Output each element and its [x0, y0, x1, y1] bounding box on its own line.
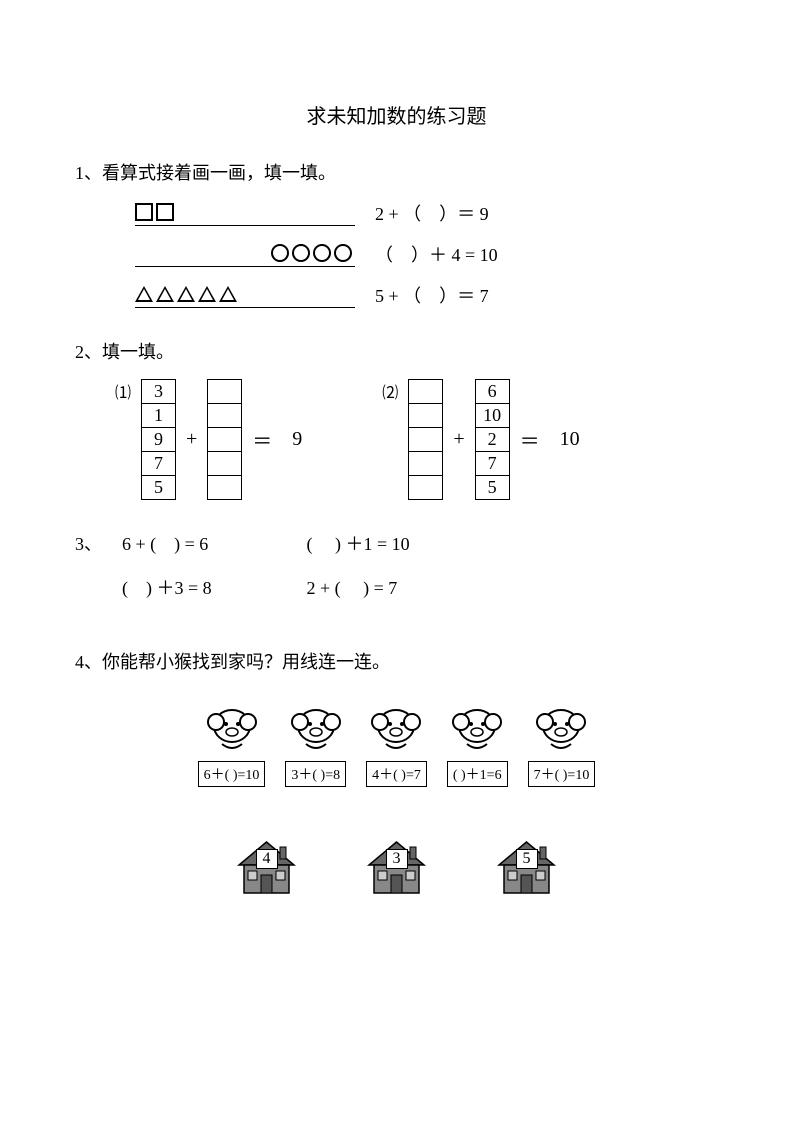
circle-icon	[334, 244, 352, 262]
col2-right: 6 10 2 7 5	[475, 379, 510, 500]
triangle-icon	[156, 286, 174, 302]
monkey-icon	[447, 704, 507, 754]
part-label-2: ⑵	[382, 379, 398, 403]
square-icon	[135, 203, 153, 221]
q3-container: 6 + ( ) = 6 ( ) ＋1 = 10 ( ) ＋3 = 8 2 + (…	[122, 530, 487, 618]
result-1: 9	[292, 428, 302, 451]
cell	[208, 428, 241, 452]
cell: 9	[142, 428, 175, 452]
plus-op: +	[453, 428, 464, 451]
cell: 10	[476, 404, 509, 428]
col2-left	[408, 379, 443, 500]
house-3: 5	[494, 837, 559, 902]
monkey-icon	[202, 704, 262, 754]
triangle-icon	[135, 286, 153, 302]
cell: 7	[476, 452, 509, 476]
q1-rows: 2 + （ ）＝ 9 （ ）＋ 4 = 10 5 + （ ）＝ 7	[135, 200, 718, 308]
cell: 5	[142, 476, 175, 499]
cell	[208, 452, 241, 476]
cell	[208, 404, 241, 428]
q3-eq: 2 + ( ) = 7	[307, 574, 487, 600]
cell	[409, 404, 442, 428]
house-number: 4	[256, 849, 278, 869]
eq1-1: 2 + （ ）＝ 9	[375, 200, 489, 226]
q1-row-3: 5 + （ ）＝ 7	[135, 282, 718, 308]
eq-op: ＝	[252, 425, 272, 454]
q3-eq: 6 + ( ) = 6	[122, 530, 302, 556]
triangle-icon	[219, 286, 237, 302]
monkey-icon	[366, 704, 426, 754]
worksheet-title: 求未知加数的练习题	[75, 100, 718, 129]
monkey-icon	[531, 704, 591, 754]
cell	[409, 428, 442, 452]
q1-label: 1、看算式接着画一画，填一填。	[75, 159, 718, 185]
triangle-icon	[198, 286, 216, 302]
q1-row-1: 2 + （ ）＝ 9	[135, 200, 718, 226]
cell	[409, 452, 442, 476]
q4-houses: 4 3 5	[75, 837, 718, 902]
square-icon	[156, 203, 174, 221]
monkey-3: 4＋( )=7	[366, 704, 427, 787]
circle-icon	[292, 244, 310, 262]
q3-row-2: ( ) ＋3 = 8 2 + ( ) = 7	[122, 574, 487, 600]
q3-row-1: 6 + ( ) = 6 ( ) ＋1 = 10	[122, 530, 487, 556]
cell	[409, 476, 442, 499]
cell: 7	[142, 452, 175, 476]
shape-area-1	[135, 201, 355, 226]
cell: 2	[476, 428, 509, 452]
monkey-5: 7＋( )=10	[528, 704, 596, 787]
triangle-icon	[177, 286, 195, 302]
cell: 3	[142, 380, 175, 404]
cell	[409, 380, 442, 404]
col1-left: 3 1 9 7 5	[141, 379, 176, 500]
cell: 1	[142, 404, 175, 428]
q4-label: 4、你能帮小猴找到家吗？用线连一连。	[75, 648, 718, 674]
monkey-1: 6＋( )=10	[198, 704, 266, 787]
house-1: 4	[234, 837, 299, 902]
house-number: 5	[516, 849, 538, 869]
monkey-eq: 3＋( )=8	[285, 761, 346, 787]
cell	[208, 476, 241, 499]
house-number: 3	[386, 849, 408, 869]
cell: 5	[476, 476, 509, 499]
monkey-2: 3＋( )=8	[285, 704, 346, 787]
monkey-eq: 6＋( )=10	[198, 761, 266, 787]
cell: 6	[476, 380, 509, 404]
monkey-icon	[286, 704, 346, 754]
shape-area-2	[135, 242, 355, 267]
shape-area-3	[135, 283, 355, 308]
result-2: 10	[560, 428, 580, 451]
q2-label: 2、填一填。	[75, 338, 718, 364]
circle-icon	[313, 244, 331, 262]
eq1-3: 5 + （ ）＝ 7	[375, 282, 489, 308]
plus-op: +	[186, 428, 197, 451]
house-2: 3	[364, 837, 429, 902]
monkey-eq: ( )＋1=6	[447, 761, 508, 787]
part-label-1: ⑴	[115, 379, 131, 403]
q1-row-2: （ ）＋ 4 = 10	[135, 241, 718, 267]
q2-part-2: ⑵ + 6 10 2 7 5 ＝ 10	[382, 379, 589, 500]
q2-part-1: ⑴ 3 1 9 7 5 + ＝ 9	[115, 379, 312, 500]
q4-monkeys: 6＋( )=10 3＋( )=8	[75, 704, 718, 787]
q3-label: 3、	[75, 530, 102, 633]
col1-right	[207, 379, 242, 500]
eq1-2: （ ）＋ 4 = 10	[375, 241, 498, 267]
q2-container: ⑴ 3 1 9 7 5 + ＝ 9 ⑵	[115, 379, 718, 500]
circle-icon	[271, 244, 289, 262]
monkey-eq: 4＋( )=7	[366, 761, 427, 787]
eq-op: ＝	[520, 425, 540, 454]
monkey-4: ( )＋1=6	[447, 704, 508, 787]
cell	[208, 380, 241, 404]
q3-eq: ( ) ＋1 = 10	[307, 530, 487, 556]
q3-eq: ( ) ＋3 = 8	[122, 574, 302, 600]
monkey-eq: 7＋( )=10	[528, 761, 596, 787]
